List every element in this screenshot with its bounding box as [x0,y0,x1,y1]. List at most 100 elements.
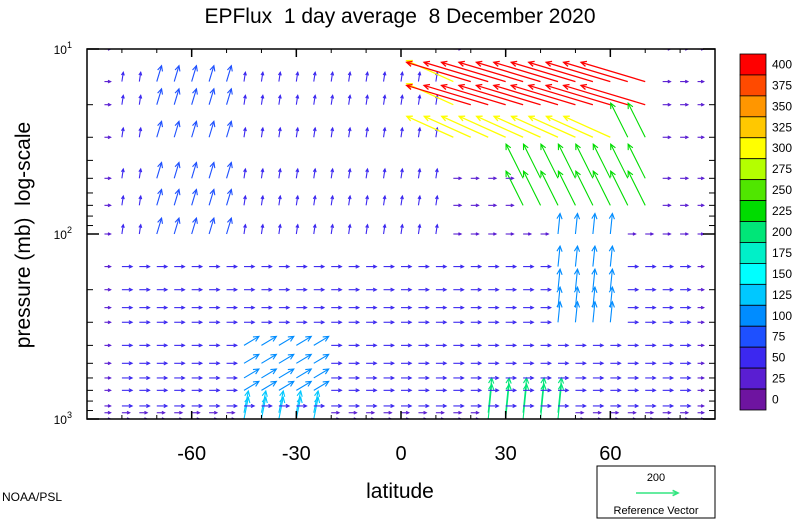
vector-arrow [470,361,483,366]
vector-arrow [540,403,553,408]
vector-arrow [139,388,151,393]
vector-arrow [680,343,692,348]
vector-arrow [453,264,465,269]
colorbar-swatch [739,367,767,390]
vector-arrow [645,403,657,408]
vector-arrow [365,167,370,179]
vector-arrow [540,170,559,206]
vector-arrow [156,320,169,325]
vector-arrow [138,94,143,105]
x-tick-label: 60 [599,443,621,465]
vector-arrow [527,83,594,106]
vector-arrow [592,361,605,366]
vector-arrow [348,305,361,310]
vector-arrow [209,305,221,310]
vector-arrow [313,320,326,325]
vector-arrow [405,60,471,83]
vector-arrow [418,343,430,348]
y-tick-label: 101 [54,40,72,57]
vector-arrow [610,410,620,415]
vector-arrow [470,388,483,393]
vector-arrow [261,353,278,364]
vector-arrow [209,388,221,393]
vector-arrow [592,417,602,419]
vector-arrow [558,403,570,408]
vector-arrow [575,410,585,415]
vector-arrow [383,305,396,310]
vector-arrow [505,388,518,393]
vector-arrow [697,361,706,366]
reference-vector-arrow [636,489,680,497]
vector-arrow [348,343,361,348]
vector-arrow [591,285,598,308]
vector-arrow [523,388,535,393]
vector-arrow [156,49,158,50]
vector-arrow [348,264,361,269]
vector-arrow [556,212,563,235]
vector-arrow [400,71,404,82]
vector-arrow [138,167,143,179]
vector-arrow [627,320,640,325]
vector-arrow [503,49,506,50]
vector-arrow [610,361,622,366]
vector-arrow [627,361,640,366]
vector-arrow [405,115,454,138]
colorbar-swatch [739,137,767,160]
vector-arrow [453,49,463,51]
vector-arrow [331,410,341,415]
vector-arrow [174,375,186,381]
vector-arrow [191,120,198,138]
vector-arrow [104,305,112,310]
vector-arrow [366,320,378,325]
vector-arrow [435,361,448,366]
vector-arrow [645,375,657,381]
vector-arrow [278,320,291,325]
vector-arrow [209,287,221,292]
vector-arrow [243,353,261,364]
vector-arrow [121,417,131,419]
vector-arrow [680,410,690,415]
vector-arrow [261,305,273,310]
vector-arrow [191,320,204,325]
vector-arrow [347,71,352,82]
vector-arrow [401,343,413,348]
vector-arrow [680,102,690,107]
vector-arrow [573,212,581,235]
vector-arrow [488,388,500,393]
vector-arrow [277,194,282,206]
vector-arrow [139,375,151,381]
vector-arrow [608,267,615,290]
vector-arrow [545,115,594,138]
vector-arrow [296,403,308,408]
vector-arrow [243,389,251,413]
vector-arrow [226,410,236,415]
vector-arrow [555,49,558,50]
vector-arrow [510,115,559,138]
vector-arrow [662,361,675,366]
vector-arrow [121,305,134,310]
vector-arrow [492,83,559,106]
vector-arrow [453,417,463,419]
vector-arrow [505,232,515,236]
vector-arrow [645,388,657,393]
colorbar-swatch [739,325,767,348]
vector-arrow [591,244,598,267]
vector-arrow [331,264,343,269]
vector-arrow [382,167,387,179]
vector-arrow [540,287,553,292]
vector-arrow [260,389,268,413]
vector-arrow [401,264,413,269]
reference-vector-magnitude: 200 [647,472,665,484]
vector-arrow [470,403,483,408]
vector-arrow [313,305,326,310]
vector-arrow [527,60,594,83]
vector-arrow [191,188,198,206]
vector-arrow [331,305,343,310]
vector-arrow [382,194,387,206]
vector-arrow [209,264,221,269]
vector-arrow [418,287,430,292]
vector-arrow [457,83,524,106]
vector-arrow [347,223,352,235]
vector-arrow [642,49,646,50]
vector-arrow [470,375,483,381]
